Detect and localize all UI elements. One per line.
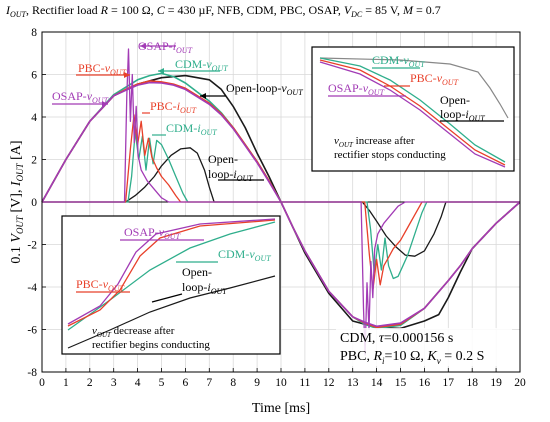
inset-top-pbc-curve (319, 59, 506, 166)
x-tick-label: 7 (206, 377, 212, 389)
label-osap-v: OSAP-vOUT (52, 89, 109, 105)
inset-top-note-1: vOUT increase after (334, 135, 415, 149)
x-tick-label: 3 (111, 377, 117, 389)
inset-bottom-label-pbc: PBC-vOUT (76, 277, 125, 293)
x-tick-label: 0 (39, 377, 45, 389)
x-tick-labels: 0 1 2 3 4 5 6 7 8 9 10 11 12 13 14 15 16 17 18 19 20 (39, 377, 526, 389)
label-cdm-v: CDM-vOUT (175, 57, 228, 73)
y-tick-label: -2 (27, 240, 37, 252)
x-tick-label: 13 (347, 377, 359, 389)
x-tick-label: 6 (183, 377, 189, 389)
y-axis-label: 0.1 VOUT [V], IOUT [A] (9, 140, 25, 263)
inset-bottom-open-loop-curve (67, 275, 276, 349)
label-open-loop-i-2: loop-iOUT (208, 167, 253, 183)
arrowhead-osap-i (140, 43, 146, 49)
x-tick-label: 9 (254, 377, 260, 389)
arrowhead-cdm-v (158, 68, 164, 74)
x-tick-label: 17 (443, 377, 455, 389)
inset-bottom-label-open-2: loop-iOUT (182, 280, 227, 296)
x-tick-label: 10 (275, 377, 287, 389)
inset-bottom-cdm-curve (67, 221, 276, 331)
label-open-loop-i-1: Open- (208, 152, 238, 166)
inset-bottom-label-open-1: Open- (182, 265, 212, 279)
inset-top-note-2: rectifier stops conducting (334, 149, 446, 161)
y-tick-label: 4 (31, 112, 37, 124)
inset-top-cdm-curve (319, 57, 506, 163)
inset-bottom-label-cdm: CDM-vOUT (218, 247, 271, 263)
inset-top-label-pbc: PBC-vOUT (410, 71, 459, 87)
x-tick-label: 11 (299, 377, 310, 389)
inset-top-label-osap: OSAP-vOUT (328, 81, 385, 97)
inset-bottom-osap-curve (67, 218, 276, 325)
label-osap-i: OSAP-iOUT (138, 39, 193, 55)
inset-bottom-pbc-curve (67, 219, 276, 327)
inset-top-open-loop-curve (319, 57, 509, 119)
parameter-text-bg (336, 328, 512, 366)
x-axis-label: Time [ms] (252, 401, 310, 416)
inset-top-label-cdm: CDM-vOUT (372, 53, 425, 69)
y-tick-labels: -8 -6 -4 -2 0 2 4 6 8 (27, 27, 37, 379)
x-tick-label: 20 (514, 377, 526, 389)
inset-top-label-open-2: loop-iOUT (440, 107, 485, 123)
x-tick-label: 12 (323, 377, 335, 389)
inset-bottom-note-1: vOUT decrease after (92, 325, 175, 339)
inset-top-label-open-1: Open- (440, 93, 470, 107)
x-tick-label: 4 (135, 377, 141, 389)
series-line-osap-i-out (42, 48, 520, 356)
inset-bottom-arrow-open (151, 293, 183, 303)
x-tick-label: 8 (230, 377, 236, 389)
y-tick-label: -8 (27, 367, 37, 379)
y-tick-label: -4 (27, 282, 37, 294)
param-pbc-ri-kv: PBC, Ri=10 Ω, Kv = 0.2 S (340, 349, 484, 366)
y-tick-label: 2 (31, 155, 37, 167)
label-open-loop-v: Open-loop-vOUT (226, 81, 303, 97)
x-tick-label: 5 (159, 377, 165, 389)
y-tick-label: 0 (31, 197, 37, 209)
inset-top-osap-curve (319, 61, 506, 168)
param-cdm-tau: CDM, τ=0.000156 s (340, 331, 453, 346)
y-tick-label: -6 (27, 325, 37, 337)
x-tick-label: 14 (371, 377, 383, 389)
y-tick-label: 6 (31, 70, 37, 82)
inset-bottom-box (61, 215, 281, 355)
label-cdm-i: CDM-iOUT (166, 121, 217, 137)
inset-top: CDM-vOUT PBC-vOUT OSAP-vOUT Open- loop-i… (311, 46, 515, 172)
x-tick-label: 19 (490, 377, 502, 389)
annotations: OSAP-iOUT PBC-vOUT CDM-vOUT OSAP-vOUT Op… (52, 39, 303, 183)
chart-title: IOUT, Rectifier load R = 100 Ω, C = 430 … (5, 3, 441, 19)
x-tick-label: 1 (63, 377, 69, 389)
series-group (41, 48, 521, 356)
x-tick-label: 15 (395, 377, 407, 389)
y-tick-label: 8 (31, 27, 37, 39)
x-tick-label: 2 (87, 377, 93, 389)
x-tick-label: 18 (466, 377, 478, 389)
inset-bottom-label-osap: OSAP-vOUT (124, 225, 181, 241)
inset-bottom: OSAP-vOUT CDM-vOUT PBC-vOUT Open- loop-i… (61, 215, 281, 355)
arrowhead-osap-v (102, 101, 108, 107)
label-pbc-v: PBC-vOUT (78, 61, 127, 77)
arrowhead-pbc-v (124, 72, 130, 78)
arrowhead-open-loop-v (200, 93, 206, 99)
plot-border (41, 31, 521, 373)
series-line-osap-v-out (41, 81, 521, 328)
parameter-text: CDM, τ=0.000156 s PBC, Ri=10 Ω, Kv = 0.2… (336, 328, 512, 366)
x-tick-label: 16 (419, 377, 431, 389)
label-pbc-i: PBC-iOUT (150, 99, 197, 115)
inset-bottom-note-2: rectifier begins conducting (92, 339, 210, 351)
